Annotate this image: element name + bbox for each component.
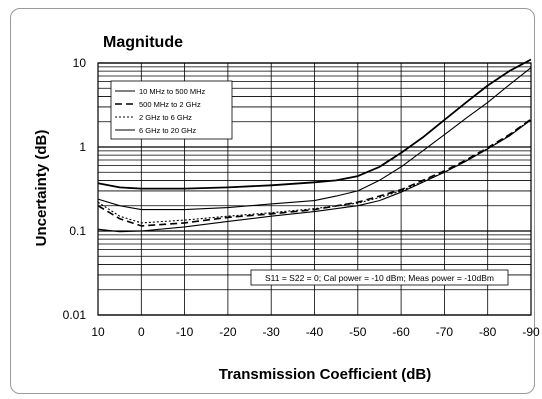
x-tick-label: -50 xyxy=(349,325,367,339)
series-line xyxy=(97,119,532,233)
legend-label: 10 MHz to 500 MHz xyxy=(139,87,206,96)
x-axis-label: Transmission Coefficient (dB) xyxy=(219,366,432,383)
annotation-box-border xyxy=(250,269,509,286)
series-line xyxy=(97,58,532,190)
series-line xyxy=(97,118,532,227)
x-tick-label: -90 xyxy=(522,325,540,339)
legend-label: 6 GHz to 20 GHz xyxy=(139,126,196,135)
x-tick-label: 10 xyxy=(91,325,105,339)
x-tick-label: -10 xyxy=(176,325,194,339)
legend: 10 MHz to 500 MHz 500 MHz to 2 GHz 2 GHz t… xyxy=(110,80,233,140)
annotation-text: S11 = S22 = 0; Cal power = -10 dBm; Meas… xyxy=(265,273,494,283)
tick-labels: 10 0 -10 -20 -30 -40 -50 -60 -70 -80 -90 10 1 0.1 0.01 xyxy=(63,56,540,339)
y-tick-label: 0.1 xyxy=(69,224,86,238)
x-tick-label: -80 xyxy=(479,325,497,339)
x-tick-label: -30 xyxy=(263,325,281,339)
y-tick-label: 10 xyxy=(73,56,87,70)
y-tick-label: 1 xyxy=(79,140,86,154)
series-line xyxy=(97,119,532,224)
x-tick-label: 0 xyxy=(138,325,145,339)
x-tick-label: -20 xyxy=(219,325,237,339)
series-line xyxy=(97,67,532,211)
legend-label: 500 MHz to 2 GHz xyxy=(139,100,201,109)
series-group xyxy=(97,58,532,233)
legend-label: 2 GHz to 6 GHz xyxy=(139,113,192,122)
x-tick-label: -60 xyxy=(392,325,410,339)
x-tick-label: -40 xyxy=(306,325,324,339)
plot-border xyxy=(97,62,532,316)
y-axis-label: Uncertainty (dB) xyxy=(33,130,50,247)
annotation-box: S11 = S22 = 0; Cal power = -10 dBm; Meas… xyxy=(250,269,509,286)
y-tick-label: 0.01 xyxy=(63,308,87,322)
chart-title: Magnitude xyxy=(103,34,183,51)
x-tick-label: -70 xyxy=(436,325,454,339)
